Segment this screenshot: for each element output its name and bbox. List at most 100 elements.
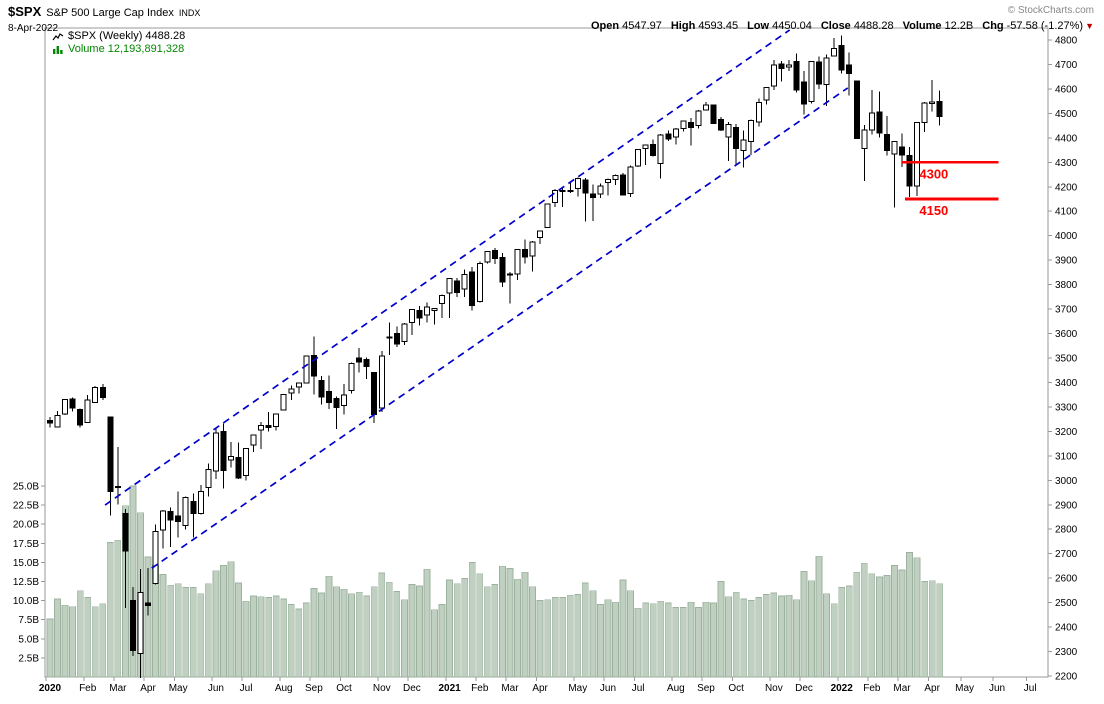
volume-bar — [318, 592, 325, 678]
candle-body — [514, 249, 521, 275]
candle-up — [725, 121, 732, 161]
candle-down — [122, 508, 129, 608]
candle-body — [424, 306, 430, 316]
candle-up — [868, 90, 875, 135]
candle-body — [687, 122, 694, 129]
candle-body — [657, 134, 664, 164]
volume-bar — [853, 571, 861, 678]
candle-body — [137, 592, 144, 655]
candle-down — [816, 56, 823, 89]
candle-up — [914, 121, 921, 197]
candle-down — [175, 491, 182, 538]
candle-body — [175, 515, 182, 523]
month-label: May — [955, 683, 974, 694]
copyright-link[interactable]: © StockCharts.com — [1007, 5, 1094, 16]
candle-down — [733, 123, 740, 165]
candle-body — [461, 274, 468, 290]
volume-bar — [114, 539, 122, 678]
candle-body — [823, 57, 830, 85]
candle-down — [454, 278, 461, 297]
candle-body — [876, 111, 883, 134]
volume-bar — [830, 603, 838, 678]
candle-body — [725, 123, 732, 138]
price-tick-label: 3200 — [1055, 427, 1078, 438]
candle-body — [665, 133, 672, 140]
volume-bar — [823, 593, 830, 678]
candle-body — [114, 486, 121, 489]
volume-bar — [348, 593, 355, 678]
volume-bar — [838, 587, 846, 678]
candle-body — [861, 129, 868, 150]
open-value: 4547.97 — [622, 20, 662, 32]
month-label: Mar — [109, 683, 127, 694]
candle-up — [243, 448, 250, 481]
close-value: 4488.28 — [853, 20, 894, 32]
candle-up — [529, 241, 536, 272]
volume-bar — [483, 586, 491, 678]
volume-bar — [536, 600, 544, 678]
candle-up — [62, 399, 69, 415]
volume-bars — [46, 485, 944, 678]
volume-bar — [468, 562, 476, 678]
candle-body — [763, 87, 770, 101]
candle-body — [205, 469, 212, 489]
candle-body — [295, 382, 302, 388]
candle-up — [431, 307, 438, 325]
volume-bar — [189, 587, 197, 678]
price-tick-label: 3300 — [1055, 402, 1078, 413]
volume-bar — [159, 574, 167, 678]
title-line: $SPX S&P 500 Large Cap Index INDX — [8, 5, 200, 20]
month-label: Nov — [765, 683, 783, 694]
volume-tick-label: 7.5B — [18, 615, 39, 626]
volume-bar — [227, 561, 235, 678]
volume-bar — [589, 590, 597, 678]
volume-bar — [491, 584, 499, 678]
candle-body — [363, 358, 370, 368]
candle-up — [921, 102, 928, 132]
volume-bar — [921, 581, 929, 678]
price-tick-label: 4600 — [1055, 84, 1078, 95]
volume-bar — [664, 602, 672, 678]
month-label: Sep — [697, 683, 715, 694]
volume-bar — [581, 582, 589, 678]
candle-body — [220, 430, 227, 471]
close-label: Close — [820, 20, 851, 32]
volume-bar — [619, 579, 627, 678]
price-tick-label: 4000 — [1055, 231, 1078, 242]
volume-bar — [755, 597, 763, 678]
candle-body — [310, 355, 317, 377]
candle-body — [883, 134, 890, 151]
candle-up — [92, 386, 99, 404]
candle-body — [529, 241, 536, 257]
month-label: Dec — [403, 683, 421, 694]
candle-body — [469, 271, 476, 307]
candle-down — [114, 446, 121, 505]
candle-down — [220, 423, 227, 489]
candle-up — [439, 294, 446, 319]
candle-down — [47, 417, 53, 428]
volume-label: Volume — [902, 20, 942, 32]
candle-up — [54, 411, 61, 428]
candle-down — [559, 188, 566, 207]
volume-bar — [257, 596, 265, 678]
price-tick-label: 3800 — [1055, 280, 1078, 291]
volume-bar — [732, 591, 740, 678]
volume-bar — [868, 573, 876, 678]
volume-tick-label: 20.0B — [13, 520, 39, 531]
volume-bar — [657, 600, 665, 678]
candle-body — [808, 61, 815, 103]
candle-up — [680, 120, 687, 132]
candle-down — [801, 71, 807, 115]
price-tick-label: 3400 — [1055, 378, 1078, 389]
candle-body — [92, 386, 99, 404]
volume-bar — [99, 603, 107, 678]
volume-bar — [574, 594, 582, 678]
support-level-label: 4150 — [919, 203, 948, 218]
candle-up — [484, 251, 491, 264]
candle-down — [333, 396, 340, 430]
candle-down — [318, 376, 325, 405]
candle-body — [145, 602, 152, 606]
candle-body — [597, 185, 604, 195]
volume-bar — [167, 584, 175, 678]
candle-down — [235, 442, 242, 480]
